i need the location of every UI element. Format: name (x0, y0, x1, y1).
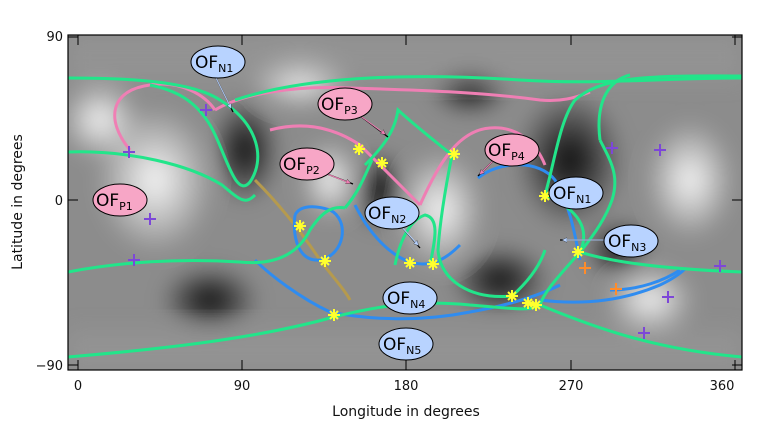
svg-text:OFP3: OFP3 (321, 95, 358, 117)
ofp2-main: OF (283, 155, 306, 175)
green-separatrix-curves (68, 73, 742, 359)
svg-text:OFN3: OFN3 (608, 232, 646, 254)
ofn1-upper-sub: N1 (218, 62, 233, 75)
polarity-cross-markers (123, 104, 726, 339)
callout-arrows (215, 77, 606, 249)
ofn5-main: OF (383, 335, 406, 355)
ofn1-upper-main: OF (195, 53, 218, 73)
ofn5-sub: N5 (406, 344, 421, 357)
ofn1-lower-sub: N1 (576, 193, 591, 206)
label-ofn2: OFN2 (364, 196, 420, 230)
y-tick-90: 90 (46, 30, 63, 45)
label-ofp4: OFP4 (484, 133, 540, 167)
x-tick-270: 270 (559, 379, 584, 394)
ofp3-sub: P3 (344, 104, 358, 117)
label-ofn1-lower: OFN1 (548, 176, 604, 210)
orange-cross-markers (579, 262, 622, 295)
ofn2-main: OF (368, 204, 391, 224)
label-ofn5: OFN5 (378, 327, 434, 361)
plot-axes: 0 90 180 270 360 90 0 −90 Longitude in d… (10, 30, 743, 420)
x-axis-title: Longitude in degrees (332, 404, 480, 420)
ofp3-main: OF (321, 95, 344, 115)
ofn4-sub: N4 (410, 298, 425, 311)
svg-text:OFN1: OFN1 (195, 53, 233, 75)
ofp4-main: OF (488, 141, 511, 161)
ofp1-main: OF (96, 191, 119, 211)
svg-text:OFP2: OFP2 (283, 155, 320, 177)
label-ofn3: OFN3 (603, 224, 659, 258)
y-axis-title: Latitude in degrees (10, 134, 26, 270)
svg-text:OFN5: OFN5 (383, 335, 421, 357)
svg-text:OFN1: OFN1 (553, 184, 591, 206)
olive-separator-line (253, 178, 352, 301)
ofp4-sub: P4 (511, 150, 525, 163)
ofn2-sub: N2 (391, 213, 406, 226)
x-tick-90: 90 (234, 379, 251, 394)
label-ofp1: OFP1 (92, 183, 148, 217)
ofn4-main: OF (387, 289, 410, 309)
ofn3-main: OF (608, 232, 631, 252)
svg-text:OFN4: OFN4 (387, 289, 425, 311)
y-tick-minus90: −90 (36, 359, 63, 374)
svg-text:OFP1: OFP1 (96, 191, 133, 213)
label-ofp3: OFP3 (317, 87, 373, 121)
ofp1-sub: P1 (119, 200, 133, 213)
y-tick-labels: 90 0 −90 (36, 30, 63, 374)
x-tick-360: 360 (710, 379, 735, 394)
x-tick-180: 180 (394, 379, 419, 394)
ofp2-sub: P2 (306, 164, 320, 177)
x-tick-0: 0 (74, 379, 82, 394)
x-tick-labels: 0 90 180 270 360 (74, 379, 735, 394)
svg-text:OFP4: OFP4 (488, 141, 525, 163)
ofn3-sub: N3 (631, 241, 646, 254)
label-ofp2: OFP2 (279, 147, 335, 181)
ofn1-lower-main: OF (553, 184, 576, 204)
label-ofn4: OFN4 (382, 281, 438, 315)
y-tick-0: 0 (55, 194, 63, 209)
null-point-markers (294, 143, 584, 321)
label-ofn1-upper: OFN1 (190, 45, 246, 79)
svg-text:OFN2: OFN2 (368, 204, 406, 226)
